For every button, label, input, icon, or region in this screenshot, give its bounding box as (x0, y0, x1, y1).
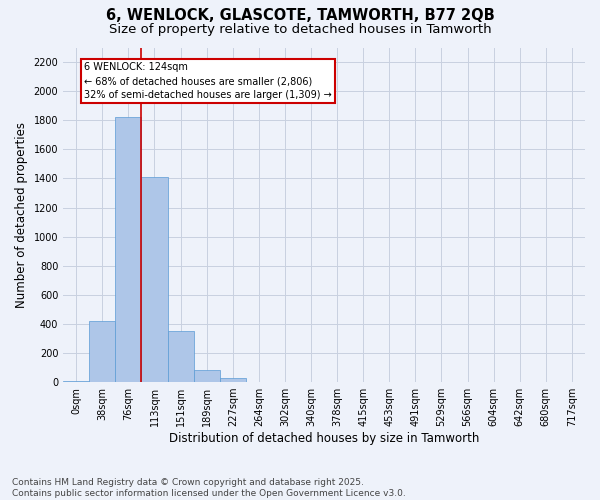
X-axis label: Distribution of detached houses by size in Tamworth: Distribution of detached houses by size … (169, 432, 479, 445)
Bar (194, 370, 220, 382)
Y-axis label: Number of detached properties: Number of detached properties (15, 122, 28, 308)
Bar (167, 331, 194, 382)
Bar (220, 378, 246, 382)
Text: 6, WENLOCK, GLASCOTE, TAMWORTH, B77 2QB: 6, WENLOCK, GLASCOTE, TAMWORTH, B77 2QB (106, 8, 494, 22)
Text: Size of property relative to detached houses in Tamworth: Size of property relative to detached ho… (109, 22, 491, 36)
Bar (142, 177, 167, 382)
Bar (115, 118, 142, 382)
Bar (63, 380, 89, 382)
Bar (89, 321, 115, 382)
Text: 6 WENLOCK: 124sqm
← 68% of detached houses are smaller (2,806)
32% of semi-detac: 6 WENLOCK: 124sqm ← 68% of detached hous… (84, 62, 332, 100)
Text: Contains HM Land Registry data © Crown copyright and database right 2025.
Contai: Contains HM Land Registry data © Crown c… (12, 478, 406, 498)
